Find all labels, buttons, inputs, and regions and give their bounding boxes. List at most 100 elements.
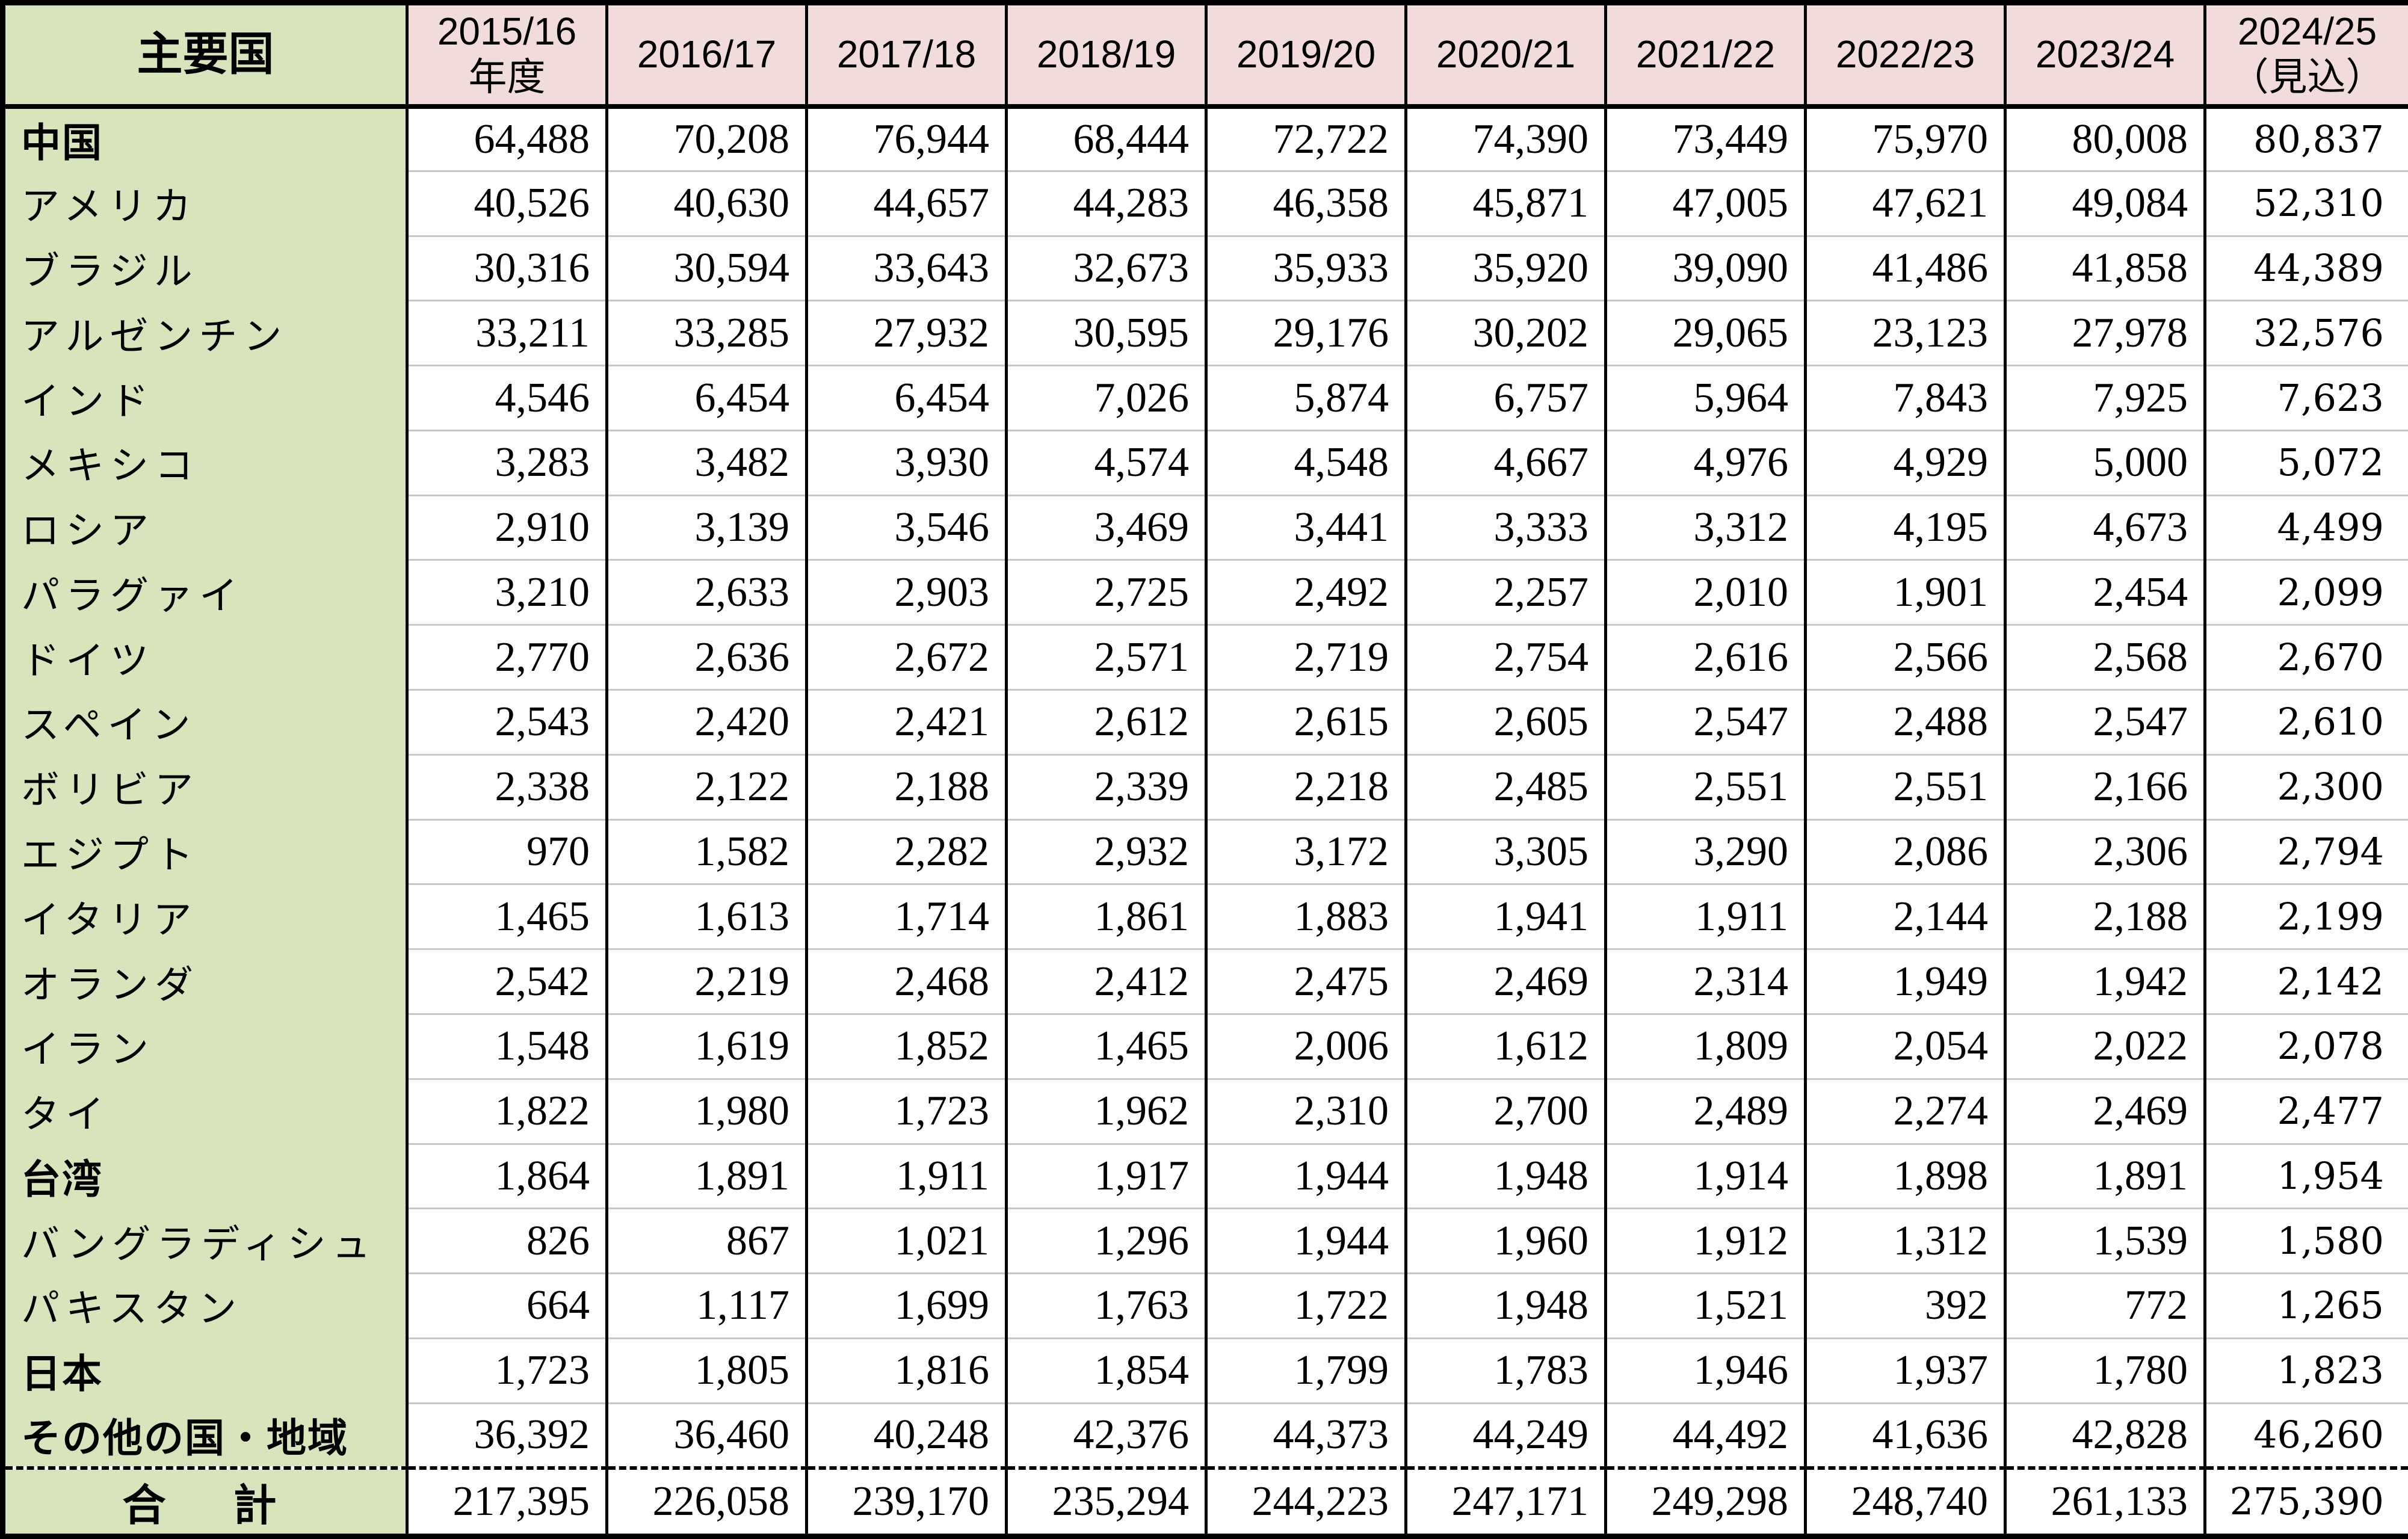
value-cell: 2,571 <box>1005 625 1206 691</box>
value-cell: 46,358 <box>1205 171 1406 237</box>
value-cell: 2,616 <box>1604 625 1806 691</box>
year-label: 2019/20 <box>1236 32 1376 76</box>
value-cell: 2,612 <box>1005 689 1206 756</box>
value-cell: 1,937 <box>1804 1338 2005 1404</box>
value-cell: 1,954 <box>2203 1144 2408 1210</box>
year-label: 2015/16 <box>437 10 577 54</box>
value-cell: 1,580 <box>2203 1208 2408 1275</box>
value-cell: 772 <box>2004 1273 2205 1339</box>
value-cell: 2,475 <box>1205 949 1406 1015</box>
value-cell: 1,980 <box>605 1079 807 1145</box>
total-value-cell: 249,298 <box>1604 1466 1806 1537</box>
value-cell: 3,546 <box>805 495 1007 561</box>
value-cell: 4,673 <box>2004 495 2205 561</box>
value-cell: 44,283 <box>1005 171 1206 237</box>
value-cell: 1,296 <box>1005 1208 1206 1275</box>
value-cell: 1,582 <box>605 819 807 886</box>
value-cell: 2,542 <box>406 949 607 1015</box>
year-label: 2018/19 <box>1036 32 1176 76</box>
value-cell: 27,978 <box>2004 300 2205 367</box>
value-cell: 1,816 <box>805 1338 1007 1404</box>
year-header: 2020/21 <box>1404 2 1606 109</box>
total-row-label: 合 計 <box>2 1466 407 1537</box>
value-cell: 5,874 <box>1205 365 1406 431</box>
value-cell: 41,486 <box>1804 236 2005 302</box>
value-cell: 2,412 <box>1005 949 1206 1015</box>
value-cell: 1,723 <box>805 1079 1007 1145</box>
value-cell: 2,257 <box>1404 560 1606 626</box>
total-value-cell: 239,170 <box>805 1466 1007 1537</box>
value-cell: 2,910 <box>406 495 607 561</box>
value-cell: 1,861 <box>1005 884 1206 951</box>
table-row: スペイン 2,543 2,420 2,421 2,612 2,615 2,605 2,547 2… <box>2 689 2408 756</box>
value-cell: 5,072 <box>2203 430 2408 496</box>
value-cell: 1,960 <box>1404 1208 1606 1275</box>
value-cell: 3,333 <box>1404 495 1606 561</box>
total-row: 合 計 217,395 226,058 239,170 235,294 244,223 24… <box>2 1466 2408 1537</box>
value-cell: 35,933 <box>1205 236 1406 302</box>
value-cell: 2,188 <box>805 754 1007 821</box>
value-cell: 73,449 <box>1604 106 1806 172</box>
value-cell: 3,469 <box>1005 495 1206 561</box>
value-cell: 2,615 <box>1205 689 1406 756</box>
value-cell: 2,218 <box>1205 754 1406 821</box>
row-label: ドイツ <box>2 625 407 690</box>
value-cell: 1,914 <box>1604 1144 1806 1210</box>
value-cell: 44,249 <box>1404 1403 1606 1469</box>
value-cell: 2,566 <box>1804 625 2005 691</box>
value-cell: 2,339 <box>1005 754 1206 821</box>
total-value-cell: 244,223 <box>1205 1466 1406 1537</box>
value-cell: 2,310 <box>1205 1079 1406 1145</box>
table-row: メキシコ 3,283 3,482 3,930 4,574 4,548 4,667 4,976 4… <box>2 430 2408 496</box>
row-label: ボリビア <box>2 754 407 820</box>
value-cell: 64,488 <box>406 106 607 172</box>
value-cell: 4,667 <box>1404 430 1606 496</box>
value-cell: 23,123 <box>1804 300 2005 367</box>
value-cell: 2,547 <box>2004 689 2205 756</box>
total-value-cell: 226,058 <box>605 1466 807 1537</box>
year-label: 2022/23 <box>1835 32 1975 76</box>
value-cell: 80,008 <box>2004 106 2205 172</box>
value-cell: 1,901 <box>1804 560 2005 626</box>
value-cell: 33,285 <box>605 300 807 367</box>
year-header: 2015/16 年度 <box>406 2 607 109</box>
row-label: イラン <box>2 1014 407 1079</box>
value-cell: 6,454 <box>805 365 1007 431</box>
value-cell: 1,312 <box>1804 1208 2005 1275</box>
value-cell: 2,477 <box>2203 1079 2408 1145</box>
value-cell: 1,699 <box>805 1273 1007 1339</box>
value-cell: 1,944 <box>1205 1144 1406 1210</box>
value-cell: 2,054 <box>1804 1014 2005 1080</box>
value-cell: 2,547 <box>1604 689 1806 756</box>
row-label: タイ <box>2 1079 407 1144</box>
year-label: 2017/18 <box>836 32 977 76</box>
value-cell: 1,917 <box>1005 1144 1206 1210</box>
value-cell: 2,719 <box>1205 625 1406 691</box>
table-row: バングラディシュ 826 867 1,021 1,296 1,944 1,960 1,912 1… <box>2 1208 2408 1275</box>
value-cell: 1,780 <box>2004 1338 2205 1404</box>
total-value-cell: 248,740 <box>1804 1466 2005 1537</box>
value-cell: 36,392 <box>406 1403 607 1469</box>
value-cell: 70,208 <box>605 106 807 172</box>
table-row: イラン 1,548 1,619 1,852 1,465 2,006 1,612 1,809 2,… <box>2 1014 2408 1080</box>
value-cell: 1,763 <box>1005 1273 1206 1339</box>
value-cell: 44,373 <box>1205 1403 1406 1469</box>
value-cell: 1,265 <box>2203 1273 2408 1339</box>
year-sublabel: 年度 <box>468 55 546 99</box>
value-cell: 41,858 <box>2004 236 2205 302</box>
table-row: タイ 1,822 1,980 1,723 1,962 2,310 2,700 2,489 2,2… <box>2 1079 2408 1145</box>
value-cell: 1,948 <box>1404 1273 1606 1339</box>
row-label: ロシア <box>2 495 407 560</box>
table-row: ロシア 2,910 3,139 3,546 3,469 3,441 3,333 3,312 4,… <box>2 495 2408 561</box>
value-cell: 3,283 <box>406 430 607 496</box>
row-label: メキシコ <box>2 430 407 496</box>
value-cell: 30,202 <box>1404 300 1606 367</box>
value-cell: 2,551 <box>1804 754 2005 821</box>
value-cell: 2,421 <box>805 689 1007 756</box>
year-label: 2020/21 <box>1436 32 1576 76</box>
value-cell: 2,199 <box>2203 884 2408 951</box>
value-cell: 1,539 <box>2004 1208 2205 1275</box>
total-value-cell: 275,390 <box>2203 1466 2408 1537</box>
table-header: 主要国 2015/16 年度 2016/17 2017/18 2018/19 2019/20… <box>2 2 2408 109</box>
value-cell: 42,828 <box>2004 1403 2205 1469</box>
